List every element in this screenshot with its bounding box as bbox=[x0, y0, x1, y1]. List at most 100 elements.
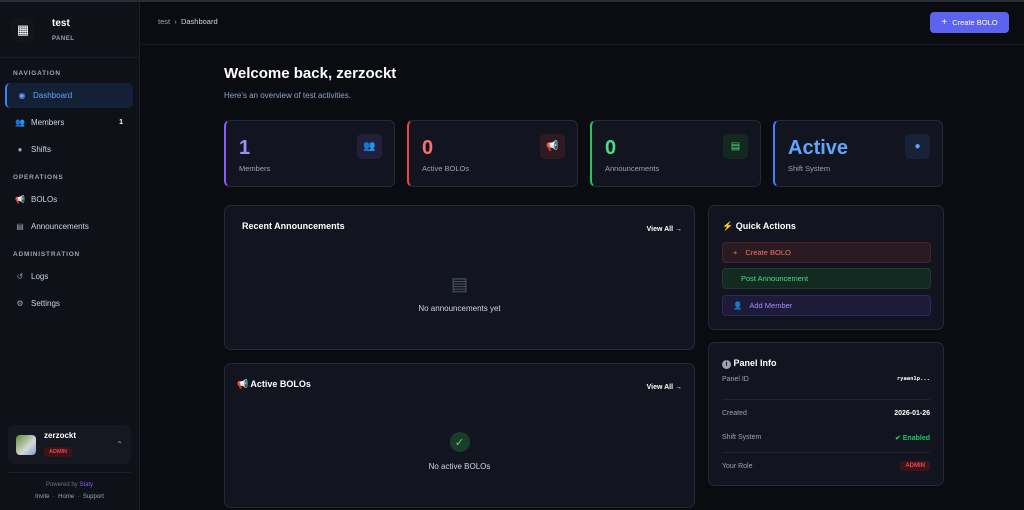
quick-add-member-button[interactable]: 👤 Add Member bbox=[722, 295, 931, 316]
card-title: Active BOLOs bbox=[250, 379, 311, 389]
create-bolo-button[interactable]: + Create BOLO bbox=[930, 12, 1009, 33]
stat-value: 0 bbox=[422, 137, 434, 159]
sidebar-item-label: Announcements bbox=[31, 222, 89, 231]
info-label: Your Role bbox=[722, 462, 753, 470]
megaphone-icon: 📢 bbox=[540, 134, 565, 159]
page-title: Welcome back, zerzockt bbox=[224, 65, 397, 82]
recent-announcements-card: Recent Announcements View All → ▤ No ann… bbox=[224, 205, 695, 350]
info-row-panel-id: Panel ID ryaan1p... bbox=[722, 376, 930, 400]
check-circle-icon: ✓ bbox=[449, 432, 470, 452]
section-operations: OPERATIONS bbox=[13, 174, 64, 181]
avatar bbox=[16, 434, 36, 455]
top-header: test › Dashboard + Create BOLO bbox=[140, 2, 1024, 45]
role-badge: ADMIN bbox=[44, 447, 73, 457]
view-all-label: View All bbox=[646, 384, 674, 391]
stat-label: Members bbox=[239, 164, 271, 173]
members-count-badge: 1 bbox=[119, 119, 123, 126]
users-icon: 👥 bbox=[357, 134, 382, 159]
stat-card-members: 1 Members 👥 bbox=[224, 120, 395, 187]
stat-card-announcements: 0 Announcements ▤ bbox=[590, 120, 761, 187]
plus-icon: + bbox=[733, 248, 738, 257]
breadcrumb: test › Dashboard bbox=[158, 17, 218, 26]
stat-value: 0 bbox=[605, 137, 617, 159]
chevron-up-icon: ⌃ bbox=[116, 440, 123, 449]
user-menu[interactable]: zerzockt ADMIN ⌃ bbox=[8, 425, 131, 464]
arrow-right-icon: → bbox=[675, 384, 682, 391]
info-label: Shift System bbox=[722, 434, 762, 441]
created-value: 2026-01-26 bbox=[894, 409, 930, 417]
info-label: Created bbox=[722, 409, 747, 417]
sidebar-item-members[interactable]: 👥 Members 1 bbox=[5, 110, 133, 135]
quick-post-announcement-button[interactable]: Post Announcement bbox=[722, 268, 931, 289]
clock-icon: ● bbox=[17, 145, 23, 154]
newspaper-icon: ▤ bbox=[450, 273, 468, 294]
sidebar-item-label: Logs bbox=[31, 272, 49, 281]
sidebar-item-bolos[interactable]: 📢 BOLOs bbox=[5, 187, 133, 212]
role-badge: ADMIN bbox=[900, 461, 930, 471]
page-subtitle: Here's an overview of test activities. bbox=[224, 91, 351, 100]
brand-name: test bbox=[52, 17, 70, 29]
quick-actions-card: ⚡ Quick Actions + Create BOLO Post Announ… bbox=[708, 205, 944, 330]
home-link[interactable]: Home bbox=[58, 494, 75, 500]
megaphone-icon: 📢 bbox=[237, 379, 249, 389]
stat-value: 1 bbox=[239, 137, 251, 159]
sidebar-item-label: Dashboard bbox=[33, 91, 73, 100]
section-navigation: NAVIGATION bbox=[13, 70, 61, 77]
qa-label: Post Announcement bbox=[741, 274, 809, 283]
stat-label: Announcements bbox=[605, 164, 660, 173]
clock-icon: ● bbox=[905, 134, 930, 159]
empty-state-text: No active BOLOs bbox=[428, 462, 491, 471]
stat-label: Shift System bbox=[788, 164, 831, 173]
panel-id-value: ryaan1p... bbox=[896, 376, 930, 382]
sidebar-item-label: Settings bbox=[31, 299, 60, 308]
sidebar-item-logs[interactable]: ↺ Logs bbox=[5, 264, 133, 289]
info-icon: i bbox=[722, 360, 731, 369]
view-all-bolos-link[interactable]: View All → bbox=[647, 384, 682, 391]
section-administration: ADMINISTRATION bbox=[13, 251, 81, 258]
breadcrumb-panel[interactable]: test bbox=[158, 17, 171, 26]
stat-card-shift-system: Active Shift System ● bbox=[773, 120, 943, 187]
arrow-right-icon: → bbox=[675, 226, 682, 233]
sidebar-item-dashboard[interactable]: ◉ Dashboard bbox=[5, 83, 133, 108]
qa-label: Create BOLO bbox=[745, 248, 791, 257]
check-circle-icon: ✔ bbox=[894, 435, 901, 442]
history-icon: ↺ bbox=[16, 272, 24, 281]
info-row-created: Created 2026-01-26 bbox=[722, 403, 930, 423]
building-icon: ▦ bbox=[11, 17, 35, 42]
card-title: Recent Announcements bbox=[242, 221, 345, 231]
sidebar-item-announcements[interactable]: ▤ Announcements bbox=[5, 214, 133, 239]
view-all-label: View All bbox=[646, 226, 674, 233]
qa-label: Add Member bbox=[749, 301, 793, 310]
sidebar: ▦ test PANEL NAVIGATION ◉ Dashboard 👥 Membe… bbox=[0, 2, 140, 510]
invite-link[interactable]: Invite bbox=[35, 494, 50, 500]
sidebar-footer: Powered by Staty Invite · Home · Support bbox=[8, 472, 131, 500]
sidebar-item-label: Shifts bbox=[31, 145, 52, 154]
sidebar-item-label: Members bbox=[31, 118, 65, 127]
users-icon: 👥 bbox=[15, 118, 25, 127]
sidebar-item-shifts[interactable]: ● Shifts bbox=[5, 137, 133, 162]
user-name: zerzockt bbox=[44, 431, 77, 440]
active-bolos-card: 📢 Active BOLOs View All → ✓ No active BO… bbox=[224, 363, 695, 508]
view-all-announcements-link[interactable]: View All → bbox=[647, 226, 682, 233]
brand: ▦ test PANEL bbox=[0, 2, 139, 58]
support-link[interactable]: Support bbox=[82, 494, 104, 500]
powered-brand-link[interactable]: Staty bbox=[79, 482, 94, 488]
shift-status-value: Enabled bbox=[902, 435, 930, 442]
breadcrumb-current: Dashboard bbox=[180, 17, 218, 26]
plus-icon: + bbox=[941, 17, 948, 28]
newspaper-icon: ▤ bbox=[723, 134, 748, 159]
stat-card-bolos: 0 Active BOLOs 📢 bbox=[407, 120, 578, 187]
info-label: Panel ID bbox=[722, 376, 749, 383]
lightning-icon: ⚡ bbox=[722, 221, 734, 231]
sidebar-item-settings[interactable]: ⚙ Settings bbox=[5, 291, 133, 316]
card-title: Panel Info bbox=[733, 358, 777, 368]
empty-state-text: No announcements yet bbox=[418, 304, 501, 313]
quick-create-bolo-button[interactable]: + Create BOLO bbox=[722, 242, 931, 263]
gear-icon: ⚙ bbox=[16, 299, 24, 308]
card-title: Quick Actions bbox=[735, 221, 796, 231]
brand-sub: PANEL bbox=[52, 35, 75, 42]
create-bolo-label: Create BOLO bbox=[952, 18, 998, 27]
megaphone-icon: 📢 bbox=[15, 195, 25, 204]
stat-value: Active bbox=[788, 137, 849, 159]
newspaper-icon: ▤ bbox=[16, 222, 24, 231]
